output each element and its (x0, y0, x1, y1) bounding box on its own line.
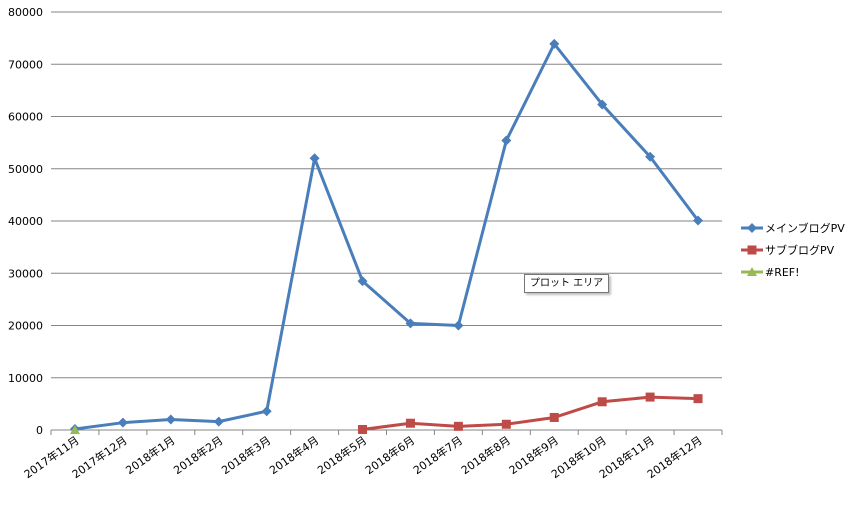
plot-area-tooltip: プロット エリア (524, 274, 610, 293)
y-tick-label: 70000 (8, 58, 43, 71)
x-tick-label: 2018年7月 (410, 433, 465, 477)
x-tick-label: 2018年3月 (219, 433, 274, 477)
data-point (165, 414, 176, 425)
data-point (549, 38, 560, 49)
x-axis-ticks: 2017年11月2017年12月2018年1月2018年2月2018年3月201… (21, 433, 705, 481)
x-tick-label: 2018年2月 (171, 433, 226, 477)
data-point (693, 394, 703, 404)
data-point (549, 412, 559, 422)
y-tick-label: 0 (36, 424, 43, 437)
data-point (309, 153, 320, 164)
series-2 (358, 392, 703, 434)
data-point (405, 318, 416, 329)
data-point (597, 397, 607, 407)
x-axis (50, 429, 723, 435)
x-tick-label: 2018年5月 (315, 433, 370, 477)
y-tick-label: 10000 (8, 372, 43, 385)
gridlines (51, 11, 722, 431)
data-point (597, 99, 608, 110)
legend-label: #REF! (765, 266, 800, 279)
data-point (453, 421, 463, 431)
data-point (693, 215, 704, 226)
x-tick-label: 2018年1月 (123, 433, 178, 477)
series-line (362, 395, 699, 431)
data-point (645, 151, 656, 162)
legend-marker (747, 223, 757, 233)
y-axis-ticks: 0 10000 20000 30000 40000 50000 60000 70000 8000… (8, 6, 43, 437)
x-tick-label: 2018年8月 (458, 433, 513, 477)
y-tick-label: 80000 (8, 6, 43, 19)
data-point (405, 418, 415, 428)
x-tick-label: 2018年6月 (362, 433, 417, 477)
data-point (645, 392, 655, 402)
data-point (453, 320, 464, 331)
y-tick-label: 60000 (8, 111, 43, 124)
data-point (117, 417, 128, 428)
y-tick-label: 20000 (8, 320, 43, 333)
data-point (501, 419, 511, 429)
series-1 (69, 38, 704, 434)
legend-marker (747, 245, 757, 255)
legend: メインブログPV サブブログPV #REF! (741, 221, 845, 279)
y-tick-label: 50000 (8, 163, 43, 176)
y-tick-label: 40000 (8, 215, 43, 228)
series-line (74, 42, 700, 431)
data-point (357, 276, 368, 287)
data-point (213, 416, 224, 427)
series-layer (69, 38, 704, 434)
data-point (358, 424, 368, 434)
y-tick-label: 30000 (8, 267, 43, 280)
series-3 (69, 425, 80, 434)
legend-label: サブブログPV (765, 243, 835, 257)
data-point (501, 135, 512, 146)
data-point (261, 406, 272, 417)
legend-label: メインブログPV (765, 221, 845, 235)
legend-marker (747, 267, 757, 276)
data-point (69, 425, 80, 434)
x-tick-label: 2018年4月 (267, 433, 322, 477)
